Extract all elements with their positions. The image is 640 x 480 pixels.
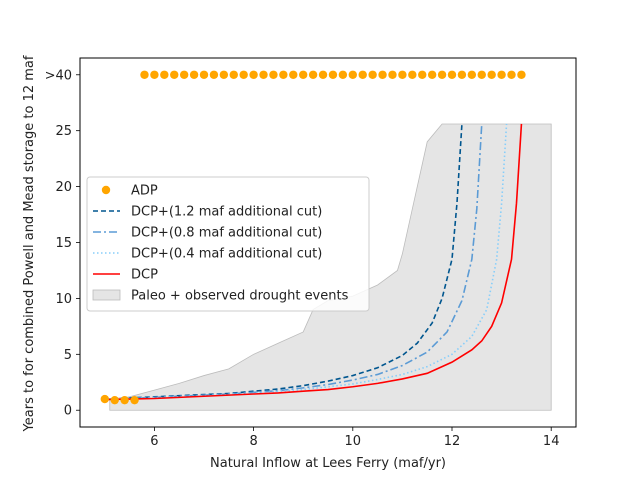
series-adp-point-2 (120, 395, 129, 405)
legend-label-dcp08: DCP+(0.8 maf additional cut) (131, 226, 322, 241)
y-axis-label: Years to for combined Powell and Mead st… (22, 55, 37, 432)
series-adp-point-10 (199, 70, 209, 79)
series-adp-point-32 (418, 70, 427, 79)
series-adp-point-41 (507, 70, 516, 79)
series-adp-point-21 (308, 70, 318, 79)
x-tick-label-1: 8 (249, 434, 257, 449)
series-adp-point-38 (477, 70, 486, 79)
series-adp-point-0 (100, 394, 110, 404)
legend-box (86, 176, 370, 312)
legend-item-adp: ADP (101, 184, 158, 199)
series-adp-point-16 (259, 70, 268, 79)
x-tick-label-0: 6 (150, 434, 158, 449)
series-adp-point-8 (179, 70, 189, 79)
series-dcp04-line (104, 123, 508, 400)
y-axis: 0 5 10 15 20 25 >40 (45, 68, 80, 419)
series-adp-point-5 (150, 70, 159, 79)
series-adp-point-33 (427, 70, 437, 79)
y-tick-label-3: 15 (55, 236, 72, 251)
series-adp-point-22 (318, 70, 328, 79)
series-adp-point-34 (437, 70, 447, 79)
x-tick-label-3: 12 (444, 434, 461, 449)
series-adp-point-19 (289, 70, 298, 79)
series-adp-point-30 (398, 70, 407, 79)
y-tick-label-5: 25 (55, 124, 72, 139)
legend-swatch-paleo (92, 289, 121, 301)
legend-marker-adp (101, 185, 111, 195)
y-tick-label-4: 20 (55, 180, 72, 195)
legend: ADP DCP+(1.2 maf additional cut) DCP+(0.8 … (86, 176, 370, 312)
series-adp-point-3 (130, 395, 139, 405)
series-adp-point-35 (447, 70, 457, 79)
series-adp-point-25 (348, 70, 357, 79)
legend-label-paleo: Paleo + observed drought events (131, 289, 349, 304)
y-tick-label-2: 10 (55, 292, 72, 307)
series-adp-point-36 (457, 70, 467, 79)
legend-label-adp: ADP (131, 184, 158, 199)
series-dcp08-line (104, 123, 483, 400)
x-tick-label-2: 10 (345, 434, 362, 449)
series-adp-point-24 (338, 70, 348, 79)
series-adp-point-40 (497, 70, 506, 79)
series-adp-point-20 (299, 70, 308, 79)
series-adp-point-15 (249, 70, 258, 79)
legend-item-dcp04: DCP+(0.4 maf additional cut) (93, 247, 322, 262)
legend-item-dcp12: DCP+(1.2 maf additional cut) (93, 205, 322, 220)
plot-area (100, 70, 552, 411)
x-tick-label-4: 14 (543, 434, 560, 449)
series-dcp12-line (104, 123, 463, 400)
series-adp-point-29 (388, 70, 397, 79)
series-adp-point-31 (408, 70, 417, 79)
series-adp-point-13 (229, 70, 238, 79)
legend-item-paleo: Paleo + observed drought events (92, 289, 349, 304)
series-adp-point-14 (239, 70, 248, 79)
series-adp-point-1 (110, 395, 119, 405)
y-tick-label-1: 5 (64, 348, 72, 363)
legend-label-dcp: DCP (131, 268, 158, 283)
series-adp-point-28 (378, 70, 387, 79)
series-adp-point-23 (328, 70, 338, 79)
series-adp-point-9 (189, 70, 199, 79)
series-adp-point-42 (517, 70, 526, 79)
series-adp-point-12 (219, 70, 229, 79)
series-adp-point-27 (368, 70, 377, 79)
series-adp-point-26 (358, 70, 367, 79)
series-dcp-line (104, 123, 523, 401)
legend-item-dcp08: DCP+(0.8 maf additional cut) (93, 226, 322, 241)
series-adp-point-11 (209, 70, 219, 79)
series-adp-point-18 (279, 70, 288, 79)
series-adp-point-7 (170, 70, 179, 79)
series-adp-point-39 (487, 70, 496, 79)
x-axis-label: Natural Inflow at Lees Ferry (maf/yr) (210, 456, 446, 471)
series-adp-point-37 (467, 70, 477, 79)
series-adp-point-4 (140, 70, 149, 79)
series-adp-point-17 (269, 70, 278, 79)
legend-item-dcp: DCP (93, 268, 158, 283)
series-adp-point-6 (160, 70, 169, 79)
legend-label-dcp12: DCP+(1.2 maf additional cut) (131, 205, 322, 220)
legend-label-dcp04: DCP+(0.4 maf additional cut) (131, 247, 322, 262)
y-tick-label-0: 0 (64, 404, 72, 419)
y-tick-label-6: >40 (45, 68, 72, 83)
x-axis: 6 8 10 12 14 (150, 427, 559, 449)
